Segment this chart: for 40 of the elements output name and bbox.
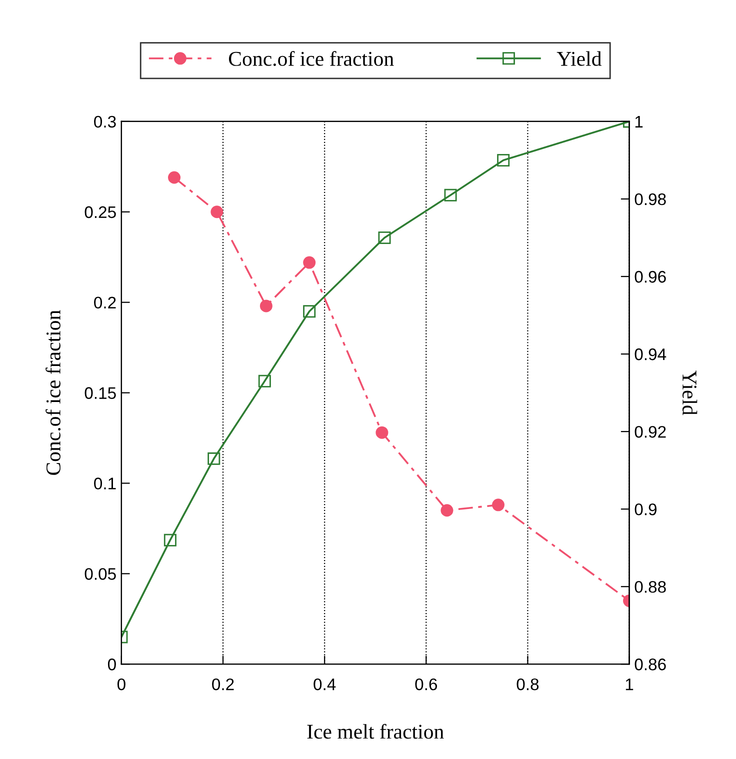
y-tick-label: 0 <box>108 658 116 670</box>
y-axis-title: Conc.of ice fraction <box>46 310 61 475</box>
y2-tick-label: 0.86 <box>634 658 666 670</box>
point <box>210 206 224 218</box>
y-tick-label: 0.1 <box>94 478 116 490</box>
y2-tick-label: 0.98 <box>634 193 666 206</box>
x-tick-label: 0 <box>117 678 126 690</box>
y2-tick-label: 0.96 <box>634 270 666 283</box>
y2-tick-label: 1 <box>635 116 643 128</box>
y-tick-label: 0.05 <box>84 568 116 580</box>
y2-axis-title: Yield <box>682 370 698 416</box>
x-tick-label: 1 <box>626 678 634 690</box>
point <box>260 300 272 312</box>
x-tick-label: 0.8 <box>516 678 539 690</box>
x-tick-label: 0.4 <box>314 678 336 690</box>
point <box>303 305 316 318</box>
point <box>497 154 510 166</box>
legend-label: Conc.of ice fraction <box>228 51 394 66</box>
legend-label: Yield <box>556 51 602 66</box>
point <box>168 171 181 184</box>
y2-tick-label: 0.92 <box>634 426 666 438</box>
y-tick-label: 0.2 <box>94 296 116 309</box>
y2-tick-label: 0.94 <box>634 348 666 360</box>
point <box>492 498 505 512</box>
point <box>258 374 271 388</box>
point <box>440 504 454 517</box>
x-tick-label: 0.2 <box>212 678 234 690</box>
point <box>378 231 391 244</box>
y-tick-label: 0.3 <box>94 116 116 128</box>
point <box>208 452 220 465</box>
y2-tick-label: 0.88 <box>634 581 666 593</box>
point <box>376 426 388 439</box>
point <box>303 256 316 269</box>
y2-tick-label: 0.9 <box>634 503 657 516</box>
x-axis-title: Ice melt fraction <box>307 724 444 739</box>
y-tick-label: 0.25 <box>84 206 116 218</box>
y-tick-label: 0.15 <box>84 387 116 399</box>
point <box>164 534 176 546</box>
point <box>444 188 457 202</box>
x-tick-label: 0.6 <box>415 678 437 690</box>
